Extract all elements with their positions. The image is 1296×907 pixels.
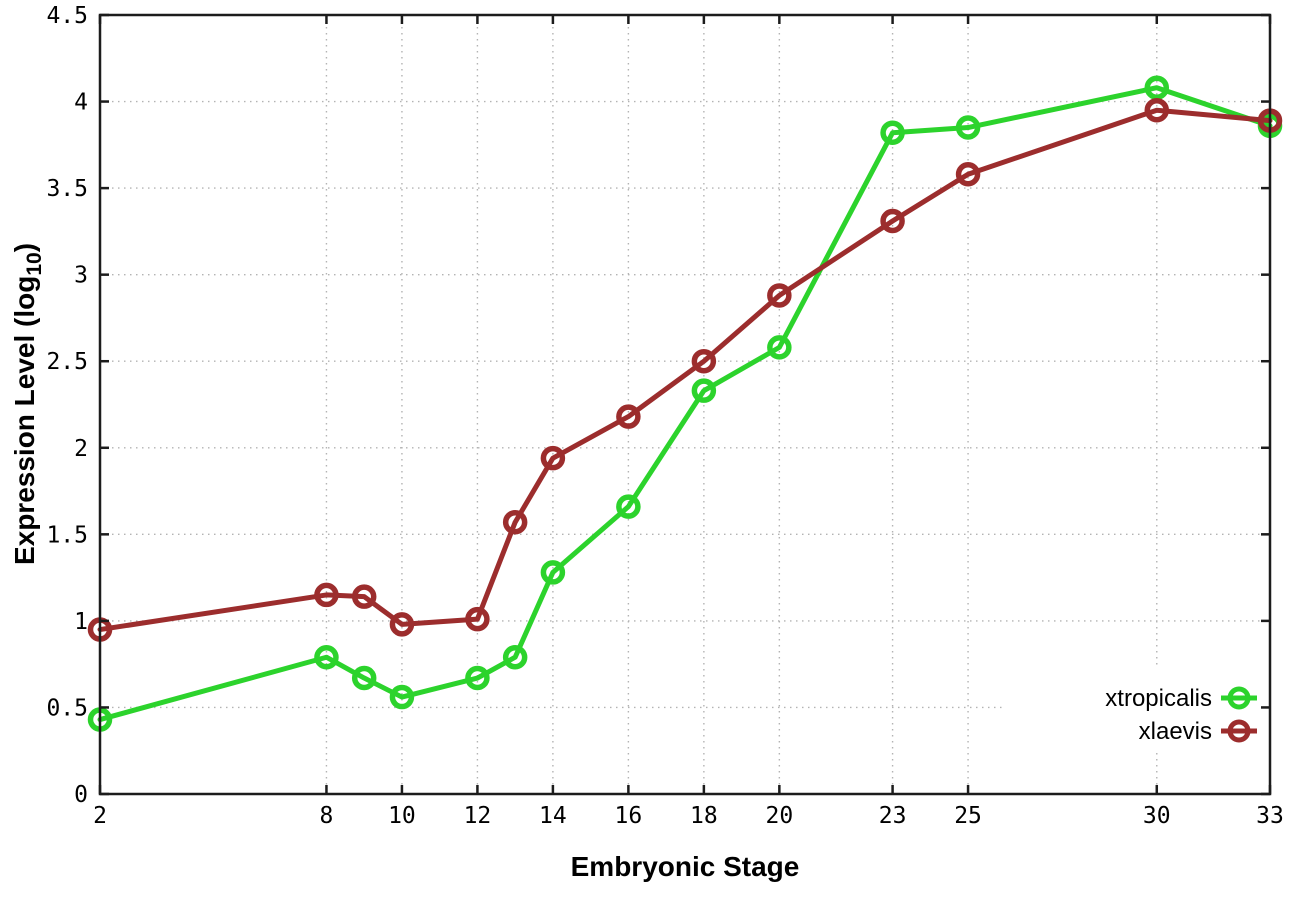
y-tick-label: 2	[74, 436, 88, 462]
data-point-marker-xtropicalis	[502, 644, 528, 670]
x-tick-label: 14	[539, 803, 567, 829]
data-point-marker-xlaevis	[767, 283, 792, 308]
y-axis-title: Expression Level (log10)	[9, 243, 46, 565]
legend-marker-sample-xtropicalis	[1227, 686, 1251, 710]
y-tick-label: 3	[74, 263, 88, 289]
data-point-marker-xlaevis	[540, 445, 566, 471]
data-point-marker-xlaevis	[502, 509, 528, 535]
x-tick-label: 10	[388, 803, 416, 829]
data-series	[87, 75, 1283, 732]
axis-ticks	[98, 13, 1272, 796]
data-point-marker-xlaevis	[351, 584, 377, 609]
data-point-marker-xlaevis	[880, 208, 905, 234]
data-point-marker-xlaevis	[389, 612, 415, 637]
data-point-marker-xtropicalis	[616, 494, 641, 519]
x-tick-label: 16	[615, 803, 643, 829]
x-tick-label: 30	[1143, 803, 1171, 829]
y-axis-title-subscript: 10	[23, 252, 46, 275]
x-tick-label: 18	[690, 803, 718, 829]
data-point-marker-xtropicalis	[1144, 75, 1170, 100]
y-axis-title-main: Expression Level (log	[9, 276, 40, 565]
y-tick-label: 0	[74, 782, 88, 808]
y-tick-label: 3.5	[46, 176, 88, 202]
data-point-marker-xlaevis	[955, 162, 981, 187]
data-point-marker-xtropicalis	[389, 684, 415, 710]
data-point-marker-xtropicalis	[880, 120, 905, 145]
plot-border	[98, 13, 1272, 796]
x-axis-title: Embryonic Stage	[571, 851, 800, 882]
legend-box	[1005, 668, 1264, 752]
tick-labels: 2 8 10 12 14 16 18 20 23 25 30 33 0 0.5 1 1.5 2 2.5 3 3.5 4 4…	[46, 3, 1283, 829]
x-tick-label: 12	[464, 803, 492, 829]
y-tick-label: 4	[74, 90, 88, 116]
y-axis-title-close: )	[9, 243, 40, 252]
legend-label-xlaevis: xlaevis	[1139, 718, 1212, 745]
data-point-marker-xtropicalis	[691, 378, 717, 403]
x-tick-label: 20	[766, 803, 794, 829]
data-point-marker-xlaevis	[465, 606, 490, 632]
data-point-marker-xlaevis	[1144, 97, 1170, 123]
data-point-marker-xtropicalis	[955, 115, 981, 140]
y-tick-label: 4.5	[46, 3, 88, 29]
y-tick-label: 1.5	[46, 522, 88, 548]
y-tick-label: 2.5	[46, 349, 88, 375]
x-tick-label: 2	[93, 803, 107, 829]
data-point-marker-xlaevis	[691, 348, 717, 374]
data-point-marker-xtropicalis	[465, 665, 490, 691]
data-point-marker-xlaevis	[314, 582, 339, 608]
legend: xtropicalis xlaevis	[1005, 668, 1264, 752]
x-tick-label: 23	[879, 803, 907, 829]
data-point-marker-xlaevis	[616, 404, 641, 429]
legend-label-xtropicalis: xtropicalis	[1105, 685, 1212, 712]
x-tick-label: 33	[1256, 803, 1284, 829]
data-point-marker-xtropicalis	[351, 665, 377, 691]
data-point-marker-xtropicalis	[540, 560, 566, 585]
x-tick-label: 25	[954, 803, 982, 829]
y-tick-label: 0.5	[46, 695, 88, 721]
data-point-marker-xtropicalis	[314, 644, 339, 670]
legend-marker-sample-xlaevis	[1227, 719, 1251, 743]
series-line-xtropicalis	[97, 85, 1273, 723]
y-tick-label: 1	[74, 609, 88, 635]
data-point-marker-xtropicalis	[767, 335, 792, 360]
x-tick-label: 8	[320, 803, 334, 829]
